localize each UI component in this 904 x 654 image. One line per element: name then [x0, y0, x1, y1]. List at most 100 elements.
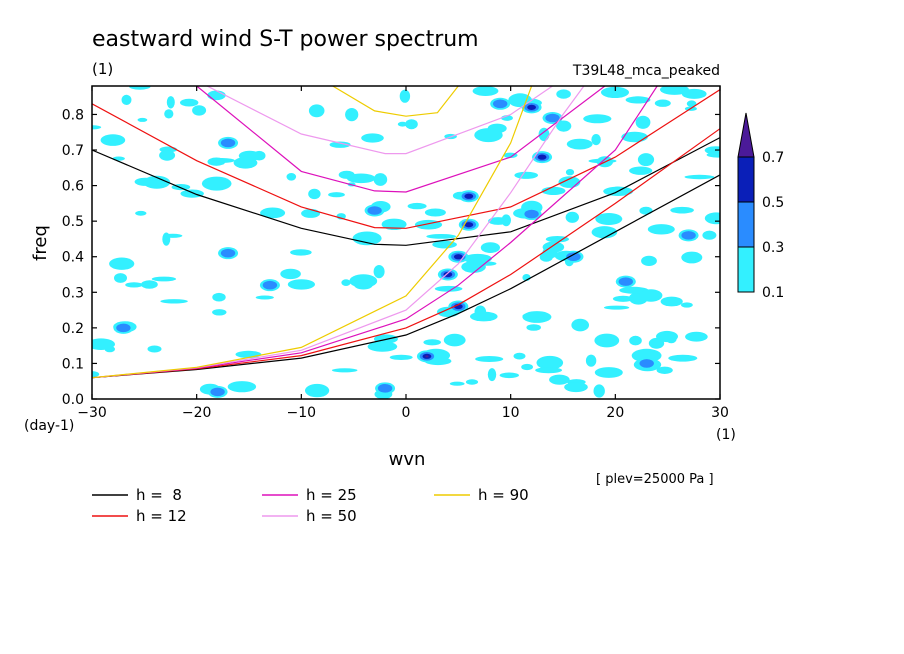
power-blob: [619, 286, 649, 294]
curve-h12-gravity: [92, 89, 720, 229]
power-blob: [286, 173, 297, 181]
power-blob: [629, 335, 642, 346]
power-blob: [681, 251, 703, 264]
power-blob: [647, 224, 675, 235]
power-blob: [702, 230, 717, 240]
curve-h50-rossby: [92, 86, 585, 379]
power-blob: [635, 115, 651, 129]
power-blob: [361, 133, 384, 143]
power-blob: [373, 265, 385, 279]
colorbar-extend-arrow: [737, 112, 755, 158]
y-tick-label: 0.4: [62, 250, 84, 266]
power-peak: [566, 252, 581, 262]
power-blob: [109, 257, 135, 270]
power-blob: [352, 231, 382, 246]
power-blob: [591, 134, 601, 146]
power-blob: [670, 206, 694, 214]
colorbar-label: 0.5: [762, 195, 784, 211]
power-blob: [629, 166, 653, 175]
power-peak: [116, 323, 131, 333]
power-blob: [164, 109, 174, 119]
curve-h12-rossby: [92, 128, 720, 379]
power-blob: [566, 138, 593, 150]
power-blob: [255, 295, 274, 300]
power-blob: [160, 299, 188, 304]
power-blob: [381, 218, 407, 230]
power-blob: [556, 120, 572, 132]
experiment-label: T39L48_mca_peaked: [572, 63, 720, 79]
power-blob: [287, 279, 315, 290]
power-blob: [478, 261, 497, 266]
power-blob: [556, 89, 571, 99]
y-tick-label: 0.2: [62, 321, 84, 337]
y-tick-label: 0.5: [62, 214, 84, 230]
power-peak: [618, 277, 633, 286]
power-blob: [212, 292, 226, 302]
power-blob: [681, 302, 693, 308]
title-unit-label: (1): [92, 60, 113, 78]
power-peak: [681, 231, 696, 240]
power-peak: [639, 359, 654, 368]
power-blob: [308, 104, 325, 118]
legend-label: h = 50: [306, 507, 357, 525]
power-peak: [537, 154, 547, 160]
power-blob: [407, 202, 427, 210]
power-blob: [397, 121, 408, 127]
power-blob: [405, 119, 418, 130]
power-blob: [514, 171, 538, 179]
power-blob: [308, 188, 321, 200]
power-blob: [151, 276, 177, 282]
power-blob: [474, 305, 487, 319]
power-peak: [377, 384, 393, 393]
power-blob: [180, 98, 199, 107]
power-blob: [443, 333, 466, 347]
power-blob: [648, 337, 665, 349]
power-blob: [660, 86, 689, 95]
power-blob: [704, 212, 720, 225]
colorbar-label: 0.7: [762, 150, 784, 166]
power-blob: [121, 94, 132, 105]
dispersion-curves: [92, 86, 720, 379]
power-blob: [488, 217, 509, 225]
power-blob: [522, 313, 544, 319]
y-tick-label: 0.1: [62, 356, 84, 372]
power-blob: [114, 273, 127, 283]
power-blob: [704, 146, 720, 155]
power-blob: [472, 86, 499, 96]
power-blob: [539, 252, 553, 262]
colorbar-segment: [737, 156, 755, 203]
power-blob: [100, 134, 126, 146]
power-blob: [656, 366, 673, 374]
x-tick-label: −30: [77, 405, 107, 421]
power-blob: [637, 153, 655, 167]
power-blob: [668, 354, 698, 362]
curve-h25-rossby: [92, 86, 658, 379]
power-blob: [480, 242, 500, 254]
power-peak: [545, 113, 560, 123]
power-blob: [499, 372, 519, 379]
power-blob: [621, 131, 648, 143]
power-blob: [685, 331, 708, 342]
power-blob: [603, 305, 630, 310]
power-peak: [443, 271, 453, 278]
power-blob: [92, 338, 115, 350]
power-blob: [399, 89, 411, 103]
power-blob: [465, 379, 479, 385]
power-blob: [180, 189, 204, 198]
power-blob: [159, 150, 176, 161]
colorbar-segment: [737, 246, 755, 293]
y-tick-label: 0.8: [62, 107, 84, 123]
power-blob: [147, 345, 162, 353]
power-blob: [463, 253, 492, 264]
power-blob: [631, 348, 662, 363]
power-blob: [331, 368, 358, 373]
power-blob: [565, 211, 579, 223]
power-blob: [137, 117, 148, 122]
curve-h90-gravity: [332, 86, 459, 117]
power-blob: [639, 289, 663, 302]
power-blob: [591, 226, 618, 239]
y-tick-label: 0.0: [62, 392, 84, 408]
power-blob: [134, 177, 157, 186]
power-peak: [493, 99, 508, 109]
power-blob: [424, 208, 446, 217]
